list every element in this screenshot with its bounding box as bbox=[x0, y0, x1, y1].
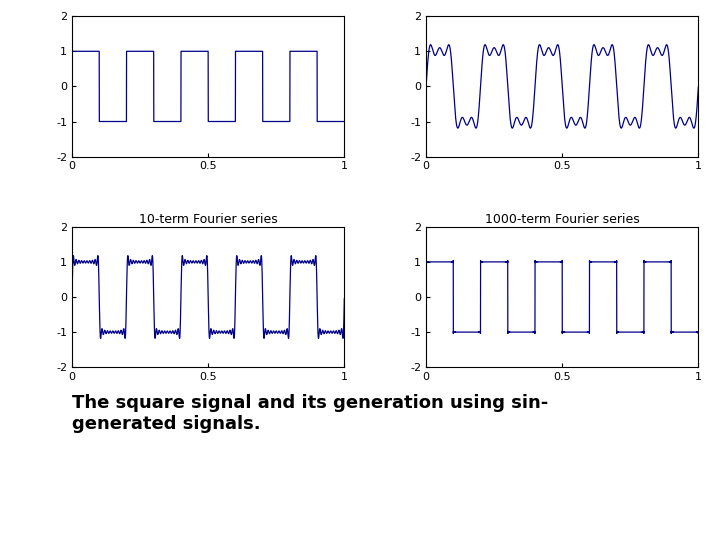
Title: 1000-term Fourier series: 1000-term Fourier series bbox=[485, 213, 639, 226]
Text: The square signal and its generation using sin-
generated signals.: The square signal and its generation usi… bbox=[72, 394, 548, 433]
Title: 10-term Fourier series: 10-term Fourier series bbox=[139, 213, 277, 226]
